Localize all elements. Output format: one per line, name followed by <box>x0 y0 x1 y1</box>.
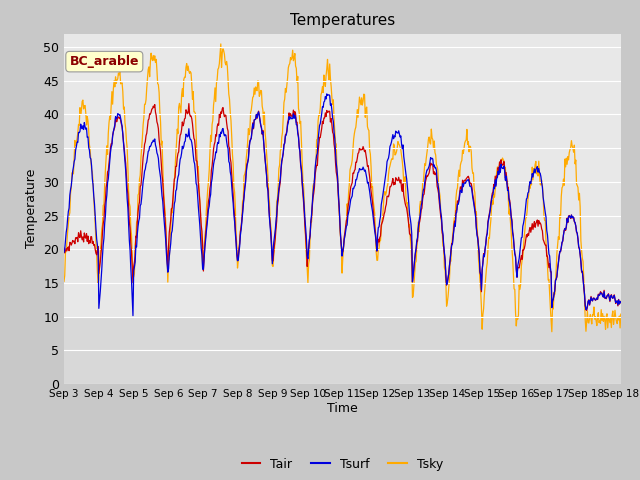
Bar <box>64 317 621 384</box>
X-axis label: Time: Time <box>327 402 358 415</box>
Title: Temperatures: Temperatures <box>290 13 395 28</box>
Legend: Tair, Tsurf, Tsky: Tair, Tsurf, Tsky <box>237 453 448 476</box>
Text: BC_arable: BC_arable <box>70 55 139 68</box>
Y-axis label: Temperature: Temperature <box>24 169 38 249</box>
